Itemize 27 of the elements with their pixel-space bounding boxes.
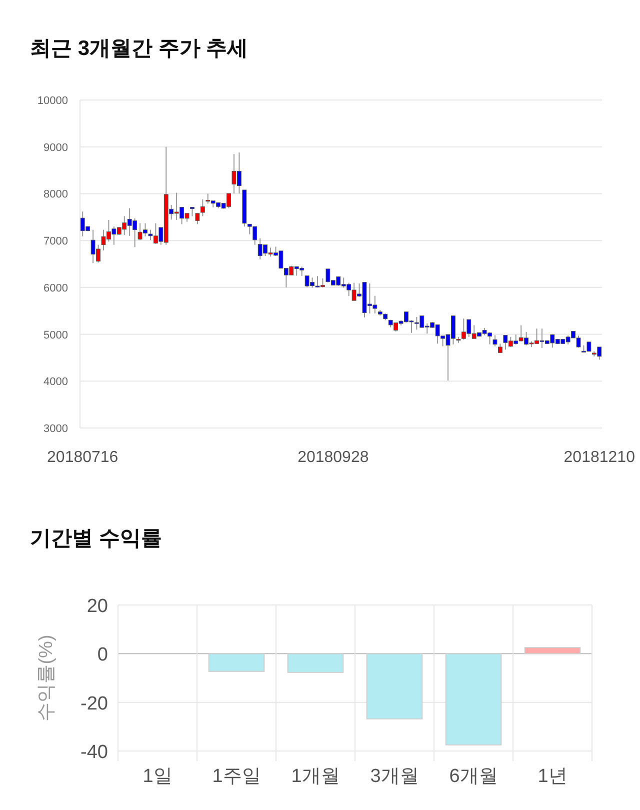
y-tick-label: 3000: [44, 423, 68, 435]
y-tick-label: 7000: [44, 236, 68, 248]
y-tick-label: 0: [97, 644, 108, 666]
chart-title: 기간별 수익률: [30, 527, 162, 550]
x-tick-label: 20180928: [298, 449, 369, 466]
x-tick-label: 6개월: [449, 766, 498, 787]
x-tick-label: 3개월: [370, 766, 419, 787]
y-tick-label: 5000: [44, 329, 68, 342]
x-tick-label: 1주일: [212, 766, 261, 787]
y-axis-title: 수익률(%): [36, 634, 57, 722]
y-tick-label: 8000: [44, 188, 68, 201]
x-tick-label: 1년: [538, 766, 568, 787]
chart-title: 최근 3개월간 주가 추세: [30, 37, 248, 60]
x-tick-label: 20180716: [47, 449, 118, 466]
candlestick: [492, 334, 498, 347]
y-tick-label: 6000: [44, 282, 68, 294]
y-tick-label: 10000: [37, 95, 68, 107]
y-tick-label: -40: [80, 742, 108, 763]
candlestick: [195, 212, 200, 225]
y-tick-label: 4000: [44, 376, 68, 388]
y-tick-label: -20: [80, 693, 108, 714]
candlestick: [200, 198, 205, 217]
x-tick-label: 1일: [142, 766, 172, 787]
x-tick-label: 20181210: [564, 449, 636, 466]
y-tick-label: 20: [86, 596, 108, 617]
y-tick-label: 9000: [44, 142, 68, 154]
x-tick-label: 1개월: [291, 766, 340, 787]
